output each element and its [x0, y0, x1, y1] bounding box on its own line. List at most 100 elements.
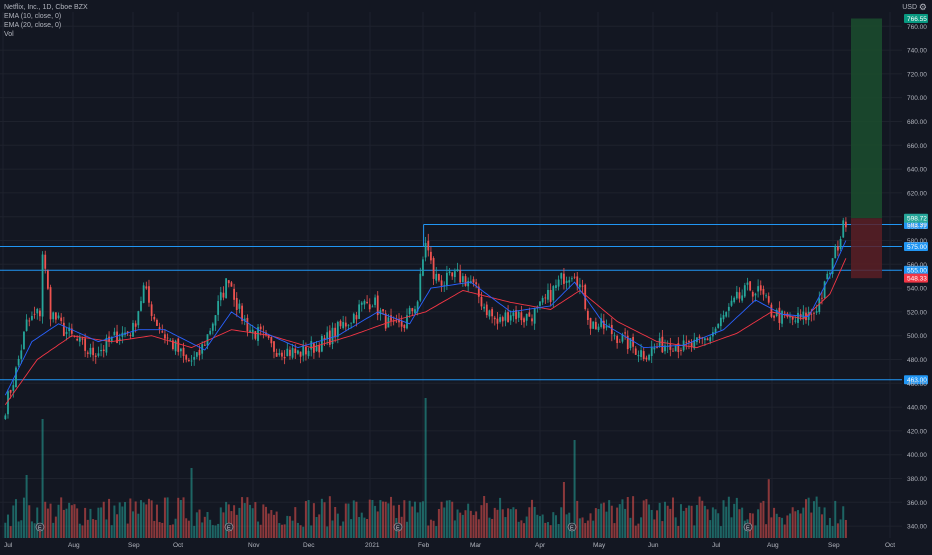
earnings-marker[interactable]	[393, 522, 403, 532]
volume-bar	[645, 499, 648, 538]
candle-body	[544, 297, 547, 299]
candle-body	[547, 289, 549, 300]
volume-bar	[286, 515, 289, 538]
candle-body	[719, 317, 722, 327]
candle-body	[358, 304, 361, 319]
volume-bar	[786, 515, 789, 538]
candle-body	[499, 317, 501, 322]
candle-body	[725, 312, 728, 317]
volume-bar	[408, 500, 411, 538]
volume-legend[interactable]: Vol	[4, 31, 14, 38]
volume-bar	[382, 501, 385, 538]
candle-body	[384, 313, 387, 329]
volume-bar	[187, 520, 190, 538]
volume-bar	[613, 523, 616, 538]
volume-bar	[621, 499, 624, 538]
volume-bar	[379, 500, 382, 538]
volume-bar	[150, 500, 153, 538]
candle-body	[837, 246, 839, 251]
candle-body	[68, 327, 71, 332]
volume-bar	[100, 507, 103, 538]
candle-body	[411, 308, 414, 312]
ema20-legend[interactable]: EMA (20, close, 0)	[4, 22, 62, 29]
ema10-line[interactable]	[4, 240, 847, 396]
volume-bar	[578, 518, 581, 538]
x-axis-tick-label: Jul	[712, 542, 721, 549]
volume-bar	[488, 517, 491, 538]
stop-loss-zone[interactable]	[851, 218, 882, 279]
y-axis-tick-label: 480.00	[907, 357, 927, 364]
candle-body	[156, 319, 158, 326]
candle-body	[118, 338, 121, 341]
volume-bar	[493, 507, 496, 538]
volume-bar	[294, 507, 297, 538]
earnings-marker[interactable]	[743, 522, 753, 532]
volume-bar	[342, 521, 345, 538]
volume-bar	[778, 517, 781, 538]
candle-body	[249, 330, 251, 332]
candle-body	[810, 313, 813, 315]
volume-bar	[65, 508, 68, 538]
volume-bar	[839, 519, 842, 538]
candle-body	[685, 342, 688, 344]
settings-gear-icon[interactable]: ⚙	[918, 2, 927, 12]
volume-bar	[235, 514, 238, 538]
volume-bar	[323, 502, 326, 538]
candle-body	[765, 295, 767, 297]
candle-body	[129, 335, 132, 336]
volume-bar	[243, 503, 246, 538]
candle-body	[230, 282, 233, 287]
volume-bar	[738, 509, 741, 538]
volume-bar	[656, 510, 659, 538]
volume-bar	[531, 499, 534, 538]
candle-body	[741, 295, 744, 301]
currency-label[interactable]: USD	[902, 4, 917, 11]
candle-body	[217, 301, 220, 315]
candle-body	[172, 340, 174, 350]
volume-bar	[219, 507, 222, 538]
candle-body	[140, 301, 142, 311]
candle-body	[422, 259, 424, 276]
volume-bar	[355, 501, 358, 538]
volume-bar	[145, 504, 148, 538]
volume-bar	[491, 518, 494, 538]
y-axis-tick-label: 660.00	[907, 143, 927, 150]
profit-target-zone[interactable]	[851, 18, 882, 219]
candle-body	[456, 269, 459, 271]
candle-body	[648, 354, 650, 360]
earnings-marker[interactable]	[224, 522, 234, 532]
volume-bar	[350, 519, 353, 538]
ema20-line[interactable]	[4, 258, 847, 405]
volume-bar	[443, 507, 446, 538]
candle-body	[549, 289, 552, 302]
x-axis-tick-label: Aug	[68, 542, 80, 549]
volume-bar	[682, 510, 685, 538]
volume-bar	[203, 516, 206, 538]
candle-body	[735, 291, 738, 299]
candle-body	[632, 336, 634, 347]
volume-bar	[78, 523, 81, 538]
volume-bar	[823, 507, 826, 538]
volume-bar	[331, 520, 334, 538]
volume-bar	[288, 516, 291, 538]
candle-body	[23, 331, 25, 350]
candle-body	[243, 318, 246, 321]
ema10-legend[interactable]: EMA (10, close, 0)	[4, 13, 62, 20]
symbol-legend[interactable]: Netflix, Inc., 1D, Cboe BZX	[4, 4, 88, 11]
earnings-marker[interactable]	[35, 522, 45, 532]
level-price-text: 463.00	[907, 377, 927, 384]
volume-bar	[57, 504, 60, 538]
candle-body	[552, 286, 555, 301]
volume-bar	[624, 508, 627, 538]
candle-body	[842, 220, 845, 238]
y-axis-tick-label: 400.00	[907, 452, 927, 459]
volume-bar	[810, 512, 813, 538]
volume-bar	[20, 520, 23, 538]
volume-bar	[390, 496, 393, 538]
volume-bar	[161, 522, 164, 538]
earnings-marker[interactable]	[567, 522, 577, 532]
candle-body	[791, 316, 794, 320]
volume-bar	[783, 524, 786, 538]
